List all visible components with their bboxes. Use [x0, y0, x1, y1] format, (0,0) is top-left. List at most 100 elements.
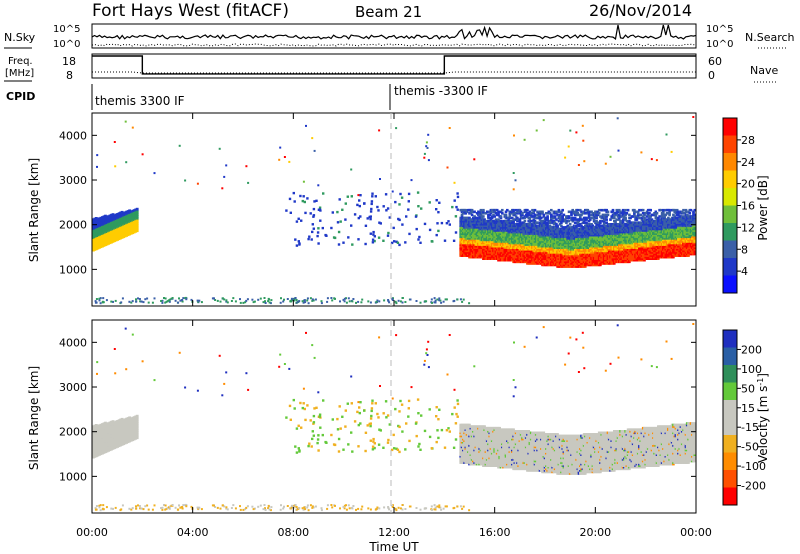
echo-cell — [596, 248, 600, 251]
echo-cell — [640, 258, 644, 262]
nsky-label: N.Sky — [4, 31, 36, 44]
echo-cell — [638, 255, 641, 259]
echo-cell — [560, 246, 563, 249]
echo-cell — [560, 233, 563, 237]
echo-cell — [538, 215, 542, 218]
echo-cell — [672, 251, 675, 254]
echo-cell — [601, 226, 605, 229]
echo-cell — [672, 240, 675, 243]
echo-cell — [599, 255, 602, 259]
echo-cell — [677, 237, 680, 240]
echo-cell — [560, 212, 563, 215]
echo-cell — [480, 218, 484, 221]
echo-cell — [571, 218, 574, 221]
echo-cell — [599, 249, 602, 253]
echo-cell — [635, 254, 639, 257]
echo-cell — [565, 263, 568, 267]
echo-cell — [533, 208, 537, 212]
echo-cell — [560, 218, 563, 221]
echo-cell — [521, 237, 524, 240]
echo-cell — [562, 227, 566, 231]
echo-cell — [571, 208, 574, 212]
echo-cell — [655, 212, 659, 215]
echo-cell — [599, 221, 602, 224]
echo-cell — [526, 238, 529, 242]
echo-cell — [572, 226, 576, 229]
echo-cell — [482, 210, 485, 214]
echo-cell — [672, 235, 675, 239]
echo-cell — [475, 252, 479, 256]
echo-cell — [599, 238, 602, 242]
echo-cell — [523, 227, 527, 231]
echo-cell — [460, 210, 464, 214]
echo-cell — [555, 210, 558, 214]
echo-cell — [621, 219, 625, 223]
echo-cell — [521, 232, 524, 235]
echo-cell — [523, 216, 527, 220]
echo-cell — [618, 208, 621, 212]
echo-cell — [628, 219, 631, 223]
echo-cell — [624, 208, 627, 212]
echo-cell — [585, 223, 588, 226]
echo-cell — [636, 212, 640, 215]
echo-cell — [587, 215, 591, 218]
echo-cell — [604, 243, 607, 246]
echo-cell — [497, 213, 500, 217]
echo-cell — [672, 223, 675, 226]
echo-cell — [601, 240, 605, 243]
echo-cell — [523, 241, 527, 245]
echo-cell — [599, 243, 602, 246]
echo-cell — [579, 208, 582, 212]
echo-cell — [624, 218, 627, 221]
echo-cell — [674, 230, 678, 234]
echo-cell — [587, 213, 591, 217]
echo-cell — [638, 232, 641, 235]
echo-cell — [631, 215, 635, 218]
echo-cell — [640, 208, 644, 212]
echo-cell — [506, 208, 509, 212]
echo-cell — [542, 213, 546, 217]
echo-cell — [478, 248, 481, 251]
echo-cell — [635, 251, 639, 254]
echo-cell — [604, 249, 607, 253]
echo-cell — [640, 223, 644, 226]
echo-cell — [523, 240, 527, 243]
echo-cell — [594, 212, 597, 215]
echo-cell — [509, 212, 513, 215]
echo-cell — [565, 226, 568, 229]
echo-cell — [540, 216, 543, 220]
echo-cell — [514, 208, 518, 212]
echo-cell — [483, 219, 486, 223]
echo-cell — [483, 237, 486, 240]
echo-cell — [596, 210, 600, 214]
echo-cell — [609, 218, 612, 221]
echo-cell — [542, 224, 546, 228]
echo-cell — [488, 216, 491, 220]
echo-cell — [641, 215, 645, 218]
echo-cell — [567, 216, 571, 220]
echo-cell — [596, 213, 600, 217]
echo-cell — [552, 223, 556, 226]
echo-cell — [674, 224, 678, 228]
echo-cell — [636, 213, 640, 217]
echo-cell — [601, 219, 605, 223]
echo-cell — [478, 240, 481, 243]
echo-cell — [599, 262, 602, 265]
echo-cell — [521, 238, 524, 242]
echo-cell — [562, 254, 566, 257]
echo-cell — [526, 224, 529, 228]
echo-cell — [635, 226, 639, 229]
echo-cell — [528, 218, 532, 221]
echo-cell — [662, 212, 665, 215]
echo-cell — [623, 210, 626, 214]
echo-cell — [475, 244, 479, 248]
echo-cell — [478, 233, 481, 237]
echo-cell — [587, 212, 591, 215]
echo-cell — [638, 238, 641, 242]
echo-cell — [478, 238, 481, 242]
echo-cell — [475, 223, 479, 226]
echo-cell — [480, 251, 484, 254]
echo-cell — [645, 215, 649, 218]
echo-cell — [475, 241, 479, 245]
echo-cell — [483, 244, 486, 248]
